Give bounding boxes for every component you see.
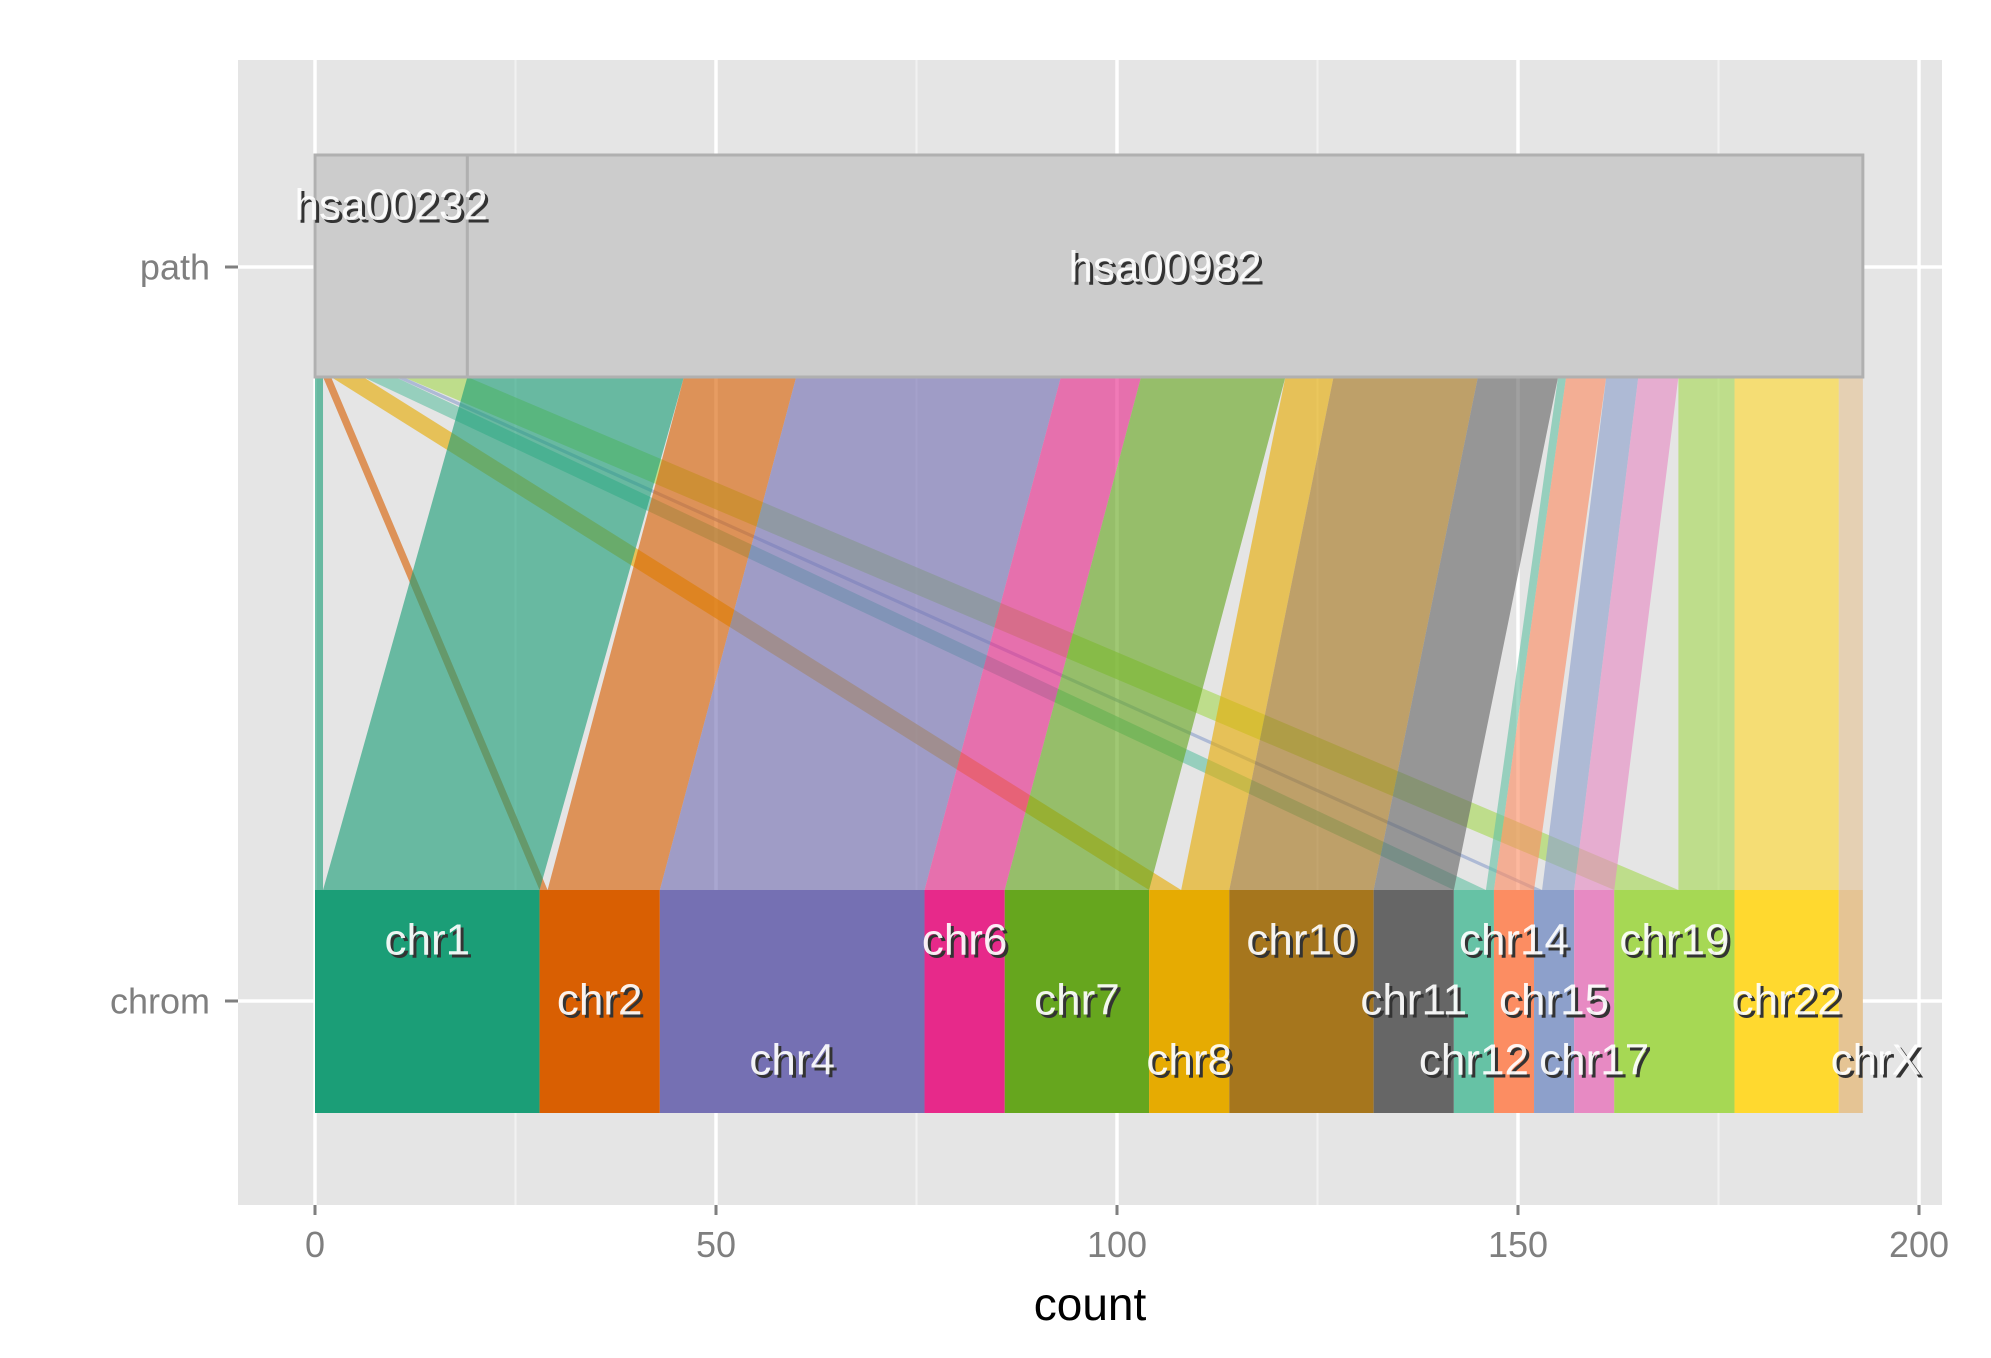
chrom-bar <box>1838 890 1863 1113</box>
x-tick-label: 100 <box>1087 1224 1147 1265</box>
chrom-label-text: chr15 <box>1499 976 1609 1025</box>
path-bars <box>313 153 1865 379</box>
bar-labels: hsa00232hsa00232hsa00982hsa00982chr1chr1… <box>295 181 1925 1088</box>
chrom-label-shadow: chr22 <box>1735 979 1845 1028</box>
flow-ribbon <box>1542 377 1639 890</box>
flow-ribbon <box>323 377 684 890</box>
flow-ribbon <box>1678 377 1735 890</box>
chrom-bar <box>924 890 1005 1113</box>
chrom-label-shadow: chr17 <box>1542 1039 1652 1088</box>
chrom-label-shadow: chr15 <box>1502 979 1612 1028</box>
y-tick-label: chrom <box>110 981 210 1022</box>
flow-ribbon <box>1373 377 1559 890</box>
flow-ribbon <box>315 377 324 890</box>
chrom-label-text: chr4 <box>749 1036 835 1085</box>
chrom-label-shadow: chr4 <box>752 1039 838 1088</box>
y-tick-label: path <box>140 247 210 288</box>
path-label-text: hsa00232 <box>295 181 488 230</box>
chrom-label-text: chr8 <box>1146 1036 1232 1085</box>
flow-ribbon <box>1229 377 1478 890</box>
chrom-label-shadow: chrX <box>1834 1039 1924 1088</box>
path-label-shadow: hsa00982 <box>1071 246 1264 295</box>
path-label-shadow: hsa00232 <box>298 184 491 233</box>
chrom-label-text: chr11 <box>1360 976 1467 1025</box>
chrom-bar <box>1149 890 1230 1113</box>
chrom-bar <box>1734 890 1839 1113</box>
flow-ribbon <box>1004 377 1286 890</box>
chrom-label-text: chr1 <box>384 916 470 965</box>
x-axis-title: count <box>1034 1278 1147 1330</box>
flow-ribbon <box>659 377 1061 890</box>
chrom-label-shadow: chr14 <box>1462 919 1572 968</box>
chrom-label-shadow: chr2 <box>560 979 646 1028</box>
x-tick-label: 0 <box>305 1224 325 1265</box>
flow-ribbon <box>1485 377 1567 890</box>
chrom-label-shadow: chr10 <box>1249 919 1359 968</box>
chrom-label-shadow: chr11 <box>1363 979 1470 1028</box>
path-bar <box>465 153 1865 379</box>
flow-ribbon <box>1493 377 1607 890</box>
chrom-label-text: chr7 <box>1034 976 1120 1025</box>
chrom-bars <box>315 890 1863 1113</box>
chrom-bar <box>1574 890 1615 1113</box>
chrom-label-shadow: chr12 <box>1422 1039 1532 1088</box>
x-tick-label: 150 <box>1488 1224 1548 1265</box>
chrom-label-text: chr19 <box>1619 916 1729 965</box>
flow-ribbon <box>547 377 797 890</box>
chrom-label-text: chr2 <box>557 976 643 1025</box>
chrom-label-shadow: chr6 <box>925 919 1011 968</box>
chrom-label-shadow: chr7 <box>1037 979 1123 1028</box>
chrom-label-text: chr12 <box>1419 1036 1529 1085</box>
chrom-bar <box>1004 890 1150 1113</box>
chrom-bar <box>1453 890 1494 1113</box>
chrom-label-shadow: chr19 <box>1622 919 1732 968</box>
path-label-text: hsa00982 <box>1068 243 1261 292</box>
x-tick-label: 200 <box>1889 1224 1949 1265</box>
chrom-label-text: chr10 <box>1246 916 1356 965</box>
chrom-bar <box>539 890 660 1113</box>
chrom-label-shadow: chr1 <box>387 919 473 968</box>
chrom-label-text: chr17 <box>1539 1036 1649 1085</box>
axes: 0 50 100 150 200 path chrom <box>110 247 1949 1266</box>
chrom-bar <box>1493 890 1535 1113</box>
chrom-bar <box>1373 890 1454 1113</box>
chrom-bar <box>315 890 540 1113</box>
flow-ribbon <box>1734 377 1839 890</box>
path-bar <box>313 153 469 379</box>
chrom-bar <box>1229 890 1374 1113</box>
chrom-bar <box>1614 890 1735 1113</box>
flow-ribbon <box>1838 377 1863 890</box>
flow-ribbons <box>315 377 1863 890</box>
x-tick-label: 50 <box>696 1224 736 1265</box>
chrom-label-text: chrX <box>1831 1036 1921 1085</box>
chrom-label-text: chr14 <box>1459 916 1569 965</box>
chrom-label-text: chr6 <box>922 916 1008 965</box>
chrom-bar <box>1534 890 1575 1113</box>
chrom-bar <box>659 890 925 1113</box>
chrom-label-text: chr22 <box>1732 976 1842 1025</box>
flow-ribbon <box>924 377 1142 890</box>
flow-ribbon <box>1574 377 1679 890</box>
flow-ribbon <box>1181 377 1334 890</box>
chrom-label-shadow: chr8 <box>1149 1039 1235 1088</box>
